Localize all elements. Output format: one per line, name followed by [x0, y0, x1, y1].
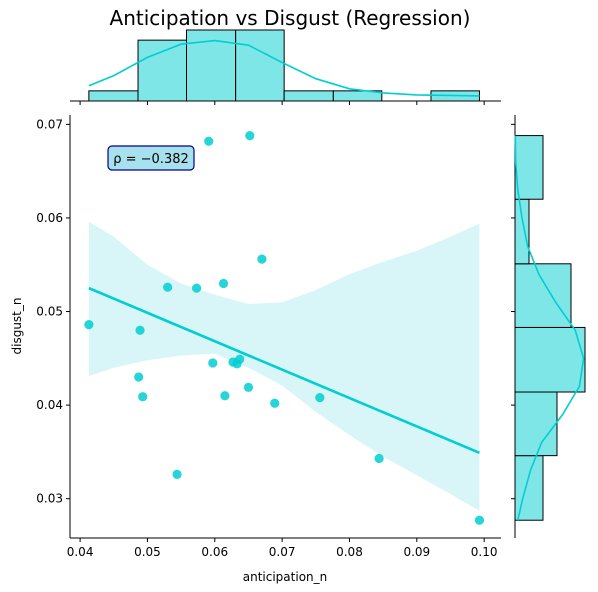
y-hist-bar — [514, 326, 586, 393]
data-point — [208, 358, 218, 368]
x-tick-label: 0.04 — [67, 545, 94, 559]
x-hist-bar — [137, 39, 188, 102]
data-point — [235, 354, 245, 364]
x-axis-ticks: 0.04 0.05 0.06 0.07 0.08 0.09 0.10 — [67, 538, 498, 559]
y-hist-bar — [514, 263, 572, 328]
y-axis-ticks: 0.03 0.04 0.05 0.06 0.07 — [36, 117, 70, 506]
data-point — [134, 372, 144, 382]
y-tick-label: 0.04 — [36, 398, 63, 412]
annotation-text: ρ = −0.382 — [113, 152, 189, 167]
data-point — [172, 469, 182, 479]
data-point — [474, 515, 485, 525]
data-point — [138, 392, 148, 402]
y-axis-title: disgust_n — [10, 298, 24, 355]
correlation-annotation: ρ = −0.382 — [107, 145, 195, 171]
confidence-band-layer — [88, 221, 480, 511]
y-hist-bar — [514, 198, 530, 265]
x-axis-title: anticipation_n — [243, 570, 328, 584]
y-tick-label: 0.06 — [36, 211, 63, 225]
x-tick-label: 0.05 — [134, 545, 161, 559]
data-point — [163, 282, 173, 292]
y-hist-bar — [514, 135, 544, 200]
x-marginal-histogram — [70, 29, 501, 105]
data-point — [374, 453, 384, 464]
data-point — [315, 393, 325, 403]
data-point — [84, 320, 94, 330]
confidence-band — [88, 221, 480, 511]
data-point — [243, 382, 254, 392]
y-tick-label: 0.03 — [36, 492, 63, 506]
y-marginal-histogram — [511, 115, 586, 538]
data-point — [270, 398, 280, 408]
data-points-layer — [84, 130, 485, 525]
x-hist-bar — [88, 90, 139, 102]
x-hist-bar — [283, 90, 334, 102]
data-point — [220, 391, 230, 401]
x-tick-label: 0.10 — [471, 545, 498, 559]
y-kde-curve — [514, 135, 585, 521]
x-hist-bar — [235, 29, 285, 102]
data-point — [192, 283, 202, 293]
y-tick-label: 0.05 — [36, 305, 63, 319]
x-tick-label: 0.09 — [403, 545, 430, 559]
axes-layer — [69, 115, 501, 539]
regression-line-layer — [88, 286, 480, 455]
x-tick-label: 0.08 — [336, 545, 363, 559]
y-tick-label: 0.07 — [36, 117, 63, 131]
x-tick-label: 0.06 — [201, 545, 228, 559]
scatter-plot-area: 0.04 0.05 0.06 0.07 0.08 0.09 0.10 0.030.040.0… — [36, 115, 501, 559]
x-kde-curve — [88, 39, 480, 97]
regression-line — [88, 286, 480, 455]
x-hist-bar — [332, 90, 383, 102]
data-point — [204, 136, 214, 146]
data-point — [135, 325, 145, 335]
chart-title: Anticipation vs Disgust (Regression) — [110, 6, 471, 30]
data-point — [218, 278, 229, 289]
data-point — [257, 254, 267, 264]
x-tick-label: 0.07 — [269, 545, 296, 559]
data-point — [245, 130, 255, 141]
y-hist-bar — [514, 391, 558, 457]
annotation-box — [107, 145, 195, 171]
